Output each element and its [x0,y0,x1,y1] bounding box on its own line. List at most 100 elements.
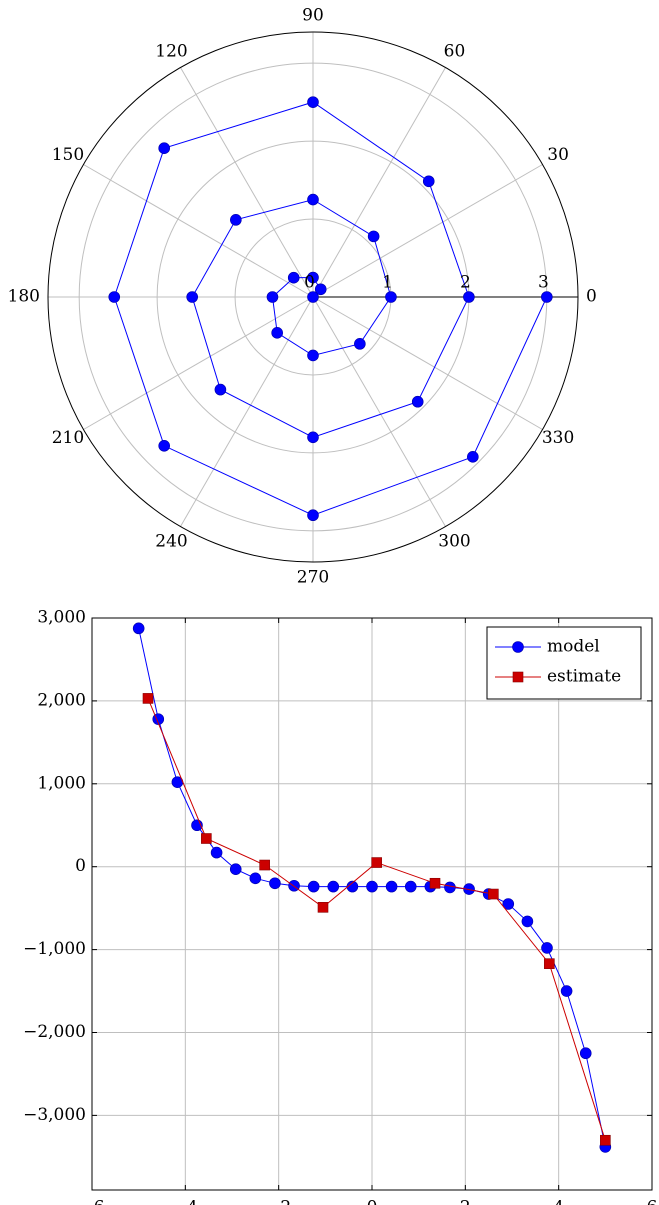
estimate-point-7 [544,958,555,969]
estimate-point-5 [429,877,441,889]
model-point-9 [307,880,320,893]
legend-label-model: model [547,637,600,657]
model-point-10 [327,880,340,893]
plot-frame [91,617,653,1191]
angle-tick-label-3: 90 [302,6,324,26]
polar-point-7 [354,338,366,350]
x-tick-label-2: −2 [266,1198,291,1205]
polar-labels: 0 30 60 90 120 150 180 210 240 270 300 330 0 1 2 3 [8,6,597,588]
model-point-13 [385,880,398,893]
model-point-6 [249,872,262,885]
legend-label-estimate: estimate [547,667,621,687]
angle-gridline-5 [83,164,314,298]
radius-tick-label-3: 3 [538,273,549,293]
polar-point-2 [307,271,319,284]
model-point-14 [404,880,417,893]
polar-grid [47,31,579,563]
polar-point-22 [307,509,319,522]
estimate-point-3 [317,902,329,913]
model-point-16 [444,881,456,894]
angle-tick-label-6: 180 [8,287,40,307]
polar-point-24 [541,291,553,303]
polar-point-11 [230,214,242,226]
y-tick-label-4: 1,000 [37,773,86,793]
line-chart-series [132,622,612,1153]
angle-tick-label-2: 60 [444,41,466,61]
polar-point-21 [158,440,170,452]
x-tick-label-3: 0 [367,1198,378,1205]
y-tick-label-1: −2,000 [23,1022,86,1042]
legend-box [486,626,642,700]
line-chart: −6 −4 −2 0 2 4 6 −3,000 −2,000 −1,000 0 1,000 2,000 3… [23,608,657,1205]
polar-point-17 [422,175,435,188]
x-tick-label-5: 4 [553,1198,564,1205]
polar-point-9 [367,230,380,243]
y-tick-label-3: 0 [75,856,86,876]
line-chart-labels: −6 −4 −2 0 2 4 6 −3,000 −2,000 −1,000 0 1,000 2,000 3… [23,608,657,1205]
angle-gridline-10 [312,296,446,527]
model-point-4 [210,846,223,859]
model-point-11 [346,880,359,893]
angle-tick-label-5: 150 [52,145,84,165]
polar-series-line [113,101,548,516]
angle-tick-label-11: 330 [542,428,574,448]
angle-tick-label-9: 270 [297,568,329,588]
model-point-23 [579,1047,592,1060]
angle-gridline-2 [312,67,446,298]
polar-point-8 [385,291,397,303]
x-tick-label-1: −4 [173,1198,198,1205]
estimate-point-4 [371,857,382,868]
y-tick-label-6: 3,000 [37,608,86,628]
y-tick-label-0: −3,000 [23,1105,86,1125]
legend: model estimate [486,626,642,700]
legend-marker-estimate [512,671,524,683]
legend-marker-model [512,641,524,653]
series-line-estimate [147,698,606,1141]
polar-point-19 [158,142,170,154]
estimate-point-8 [600,1134,611,1146]
polar-point-1 [314,283,327,296]
model-point-12 [366,880,378,893]
polar-series [108,96,553,522]
radius-tick-label-2: 2 [460,273,471,293]
model-point-0 [132,622,145,635]
angle-gridline-4 [180,67,314,298]
radius-tick-label-1: 1 [382,273,393,293]
polar-point-3 [287,271,300,284]
y-tick-label-2: −1,000 [23,939,86,959]
polar-point-5 [271,327,283,339]
polar-point-12 [186,291,198,303]
polar-point-4 [266,291,279,303]
polar-point-23 [467,451,479,463]
angle-tick-label-7: 210 [52,428,84,448]
angle-tick-label-4: 120 [155,41,187,61]
estimate-point-1 [201,833,212,844]
polar-point-20 [108,291,121,303]
angle-tick-label-0: 0 [586,287,597,307]
line-chart-grid [91,617,653,1191]
polar-point-16 [463,291,475,303]
polar-point-10 [307,193,319,206]
x-tick-label-0: −6 [79,1198,104,1205]
angle-tick-label-10: 300 [438,532,470,552]
angle-gridline-8 [180,296,314,527]
polar-point-15 [411,395,424,408]
estimate-point-0 [142,693,154,704]
estimate-point-6 [488,888,499,900]
x-tick-label-6: 6 [647,1198,658,1205]
angle-gridline-1 [312,164,543,298]
angle-gridline-7 [83,296,314,430]
polar-point-13 [214,383,227,396]
model-point-22 [560,985,573,997]
x-tick-label-4: 2 [460,1198,471,1205]
polar-point-0 [307,291,319,303]
radius-tick-label-0: 0 [304,273,315,293]
angle-gridline-11 [312,296,543,430]
polar-point-6 [307,349,319,362]
model-point-20 [521,915,534,928]
angle-tick-label-1: 30 [547,145,569,165]
polar-chart: 0 30 60 90 120 150 180 210 240 270 300 330 0 1 2 3 [8,6,597,588]
polar-point-14 [307,431,319,444]
y-tick-label-5: 2,000 [37,690,86,710]
model-point-21 [541,942,553,954]
